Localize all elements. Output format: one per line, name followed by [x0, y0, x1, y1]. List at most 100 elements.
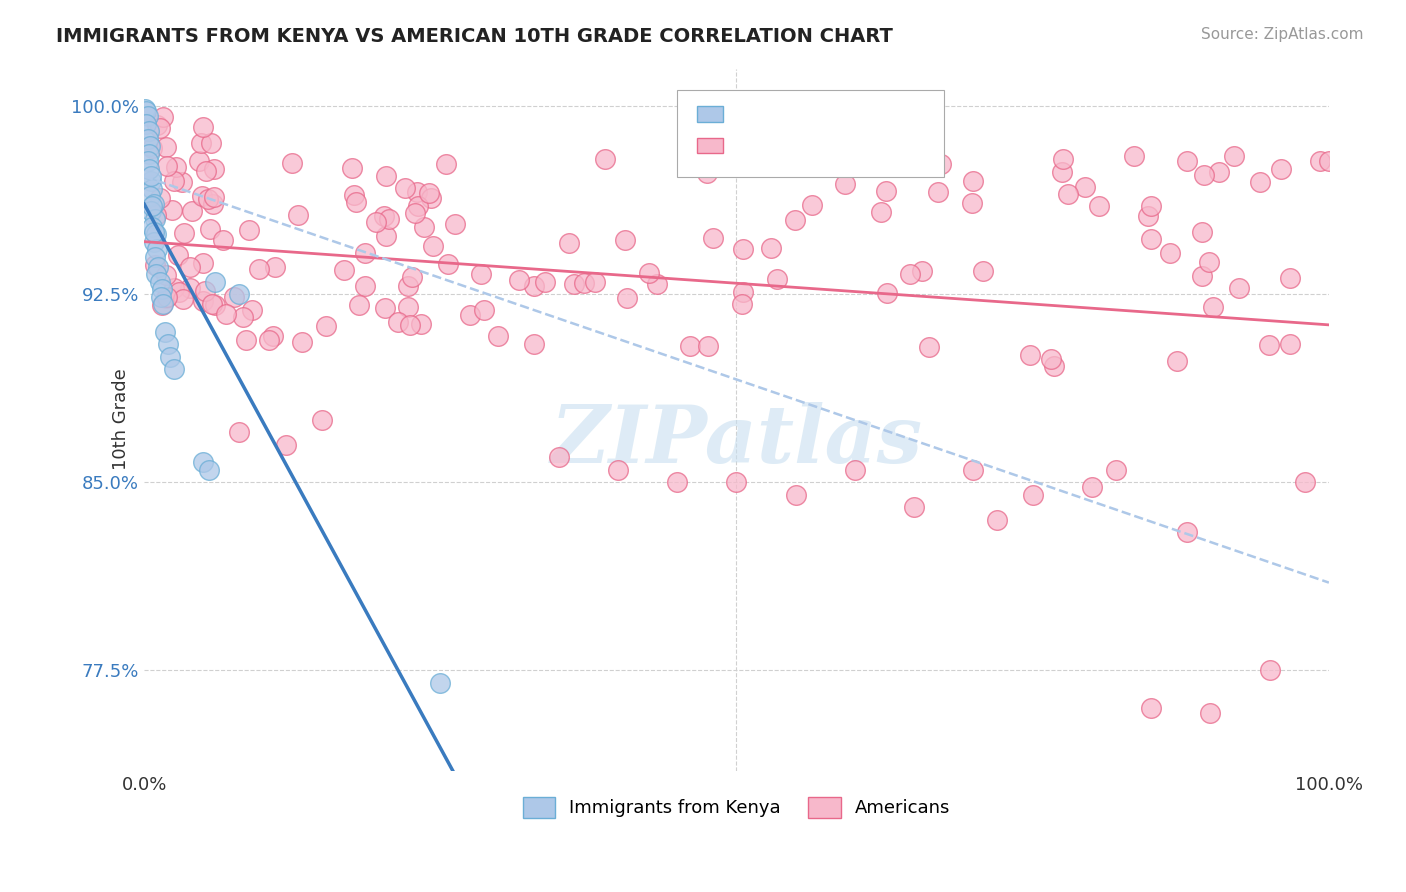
Text: 0.059: 0.059: [773, 136, 825, 154]
Point: [141, 174, 163, 188]
Point: [607, 463, 630, 477]
Point: [1052, 152, 1074, 166]
Point: [434, 156, 457, 170]
Point: [1175, 525, 1198, 540]
Point: [136, 154, 159, 169]
Point: [145, 227, 167, 241]
Point: [666, 475, 689, 490]
Point: [1081, 480, 1104, 494]
Point: [190, 136, 212, 151]
Point: [194, 285, 217, 299]
Point: [1052, 164, 1074, 178]
Point: [394, 181, 416, 195]
Point: [1258, 664, 1281, 678]
Point: [143, 250, 166, 264]
Y-axis label: 10th Grade: 10th Grade: [112, 368, 131, 470]
Point: [215, 307, 238, 321]
Text: Source: ZipAtlas.com: Source: ZipAtlas.com: [1201, 27, 1364, 42]
Point: [152, 297, 174, 311]
Point: [876, 286, 898, 301]
Point: [155, 325, 177, 339]
Point: [315, 318, 337, 333]
Point: [1137, 209, 1160, 223]
Point: [702, 230, 724, 244]
Point: [898, 267, 921, 281]
Text: IMMIGRANTS FROM KENYA VS AMERICAN 10TH GRADE CORRELATION CHART: IMMIGRANTS FROM KENYA VS AMERICAN 10TH G…: [56, 27, 893, 45]
Point: [1192, 169, 1215, 183]
Point: [1159, 246, 1181, 260]
Point: [291, 334, 314, 349]
Point: [470, 267, 492, 281]
Point: [1175, 154, 1198, 169]
Point: [155, 159, 177, 173]
Point: [155, 291, 177, 305]
Point: [472, 303, 495, 318]
Point: [188, 153, 211, 168]
Point: [366, 214, 388, 228]
Point: [247, 261, 270, 276]
Point: [135, 117, 157, 131]
Point: [148, 260, 170, 274]
Point: [143, 211, 166, 226]
Point: [1166, 354, 1188, 368]
Point: [1140, 231, 1163, 245]
Point: [235, 333, 257, 347]
Point: [443, 217, 465, 231]
Point: [929, 157, 952, 171]
Point: [238, 223, 260, 237]
Point: [523, 337, 546, 351]
Point: [387, 315, 409, 329]
Point: [406, 199, 429, 213]
Point: [1021, 488, 1043, 502]
Point: [222, 290, 245, 304]
Point: [202, 161, 225, 176]
Point: [354, 246, 377, 260]
Point: [136, 109, 159, 123]
Point: [834, 177, 856, 191]
Point: [139, 139, 162, 153]
Point: [167, 248, 190, 262]
Point: [1317, 154, 1340, 169]
Point: [1249, 175, 1271, 189]
Point: [1039, 351, 1062, 366]
Point: [280, 156, 302, 170]
Point: [141, 182, 163, 196]
Point: [141, 169, 163, 184]
Point: [165, 160, 187, 174]
Point: [761, 241, 783, 255]
Point: [150, 282, 173, 296]
Point: [1258, 338, 1281, 352]
Point: [287, 208, 309, 222]
Point: [1088, 198, 1111, 212]
Point: [141, 204, 163, 219]
Point: [409, 317, 432, 331]
Point: [986, 513, 1008, 527]
Point: [138, 146, 160, 161]
Point: [679, 339, 702, 353]
Point: [202, 197, 225, 211]
Point: [918, 340, 941, 354]
Point: [960, 196, 983, 211]
Point: [927, 185, 949, 199]
Point: [1191, 269, 1213, 284]
Point: [191, 120, 214, 135]
Point: [1208, 165, 1230, 179]
Point: [240, 303, 263, 318]
Point: [344, 194, 367, 209]
Point: [374, 301, 396, 315]
Point: [437, 256, 460, 270]
Point: [766, 272, 789, 286]
Text: R =: R =: [738, 105, 773, 123]
Point: [1123, 149, 1146, 163]
Point: [181, 204, 204, 219]
Point: [1227, 280, 1250, 294]
Point: [1191, 225, 1213, 239]
Point: [1042, 359, 1064, 374]
Point: [638, 266, 661, 280]
Point: [870, 204, 893, 219]
Point: [159, 350, 181, 364]
Point: [262, 328, 284, 343]
Point: [378, 212, 401, 227]
Point: [142, 235, 165, 249]
Point: [204, 275, 226, 289]
